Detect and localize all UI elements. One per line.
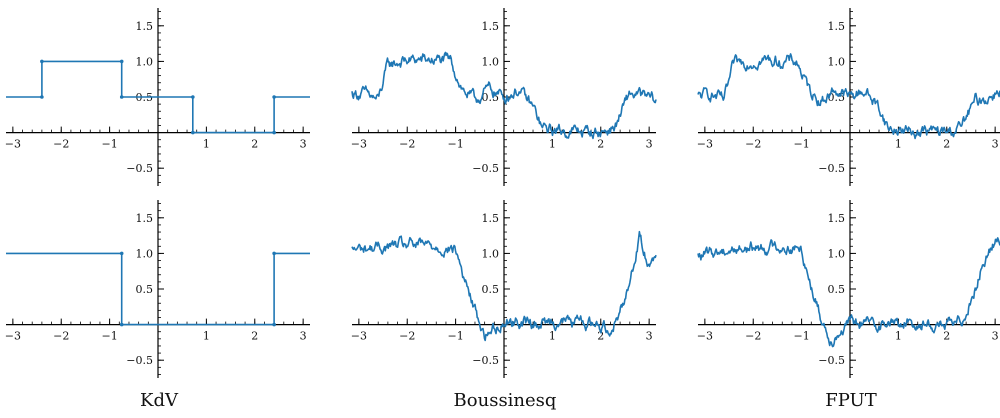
panel-1-0: −3 −2 −1 1 2 3 −0.5 0.5 1.0 1.5	[5, 200, 310, 378]
x-tick-label: −2	[745, 330, 761, 343]
x-tick-label: 3	[646, 138, 653, 151]
x-tick-label: 2	[597, 330, 604, 343]
x-tick-label: 1	[895, 330, 902, 343]
x-tick-label: 1	[549, 138, 556, 151]
y-tick-label: 1.5	[482, 212, 500, 225]
y-tick-label: 1.5	[828, 20, 846, 33]
x-tick-label: 3	[300, 138, 307, 151]
jump-marker	[191, 95, 195, 99]
y-tick-label: −0.5	[126, 162, 153, 175]
y-tick-label: 1.0	[136, 247, 154, 260]
x-tick-label: 1	[895, 138, 902, 151]
x-tick-label: −2	[399, 330, 415, 343]
column-title-boussinesq: Boussinesq	[454, 390, 557, 411]
y-tick-label: 1.0	[828, 55, 846, 68]
x-tick-label: −1	[794, 330, 810, 343]
x-tick-label: −2	[745, 138, 761, 151]
jump-marker	[191, 130, 195, 135]
y-tick-label: −0.5	[472, 162, 499, 175]
x-tick-label: −3	[697, 138, 713, 151]
y-tick-label: −0.5	[126, 354, 153, 367]
y-tick-label: −0.5	[818, 162, 845, 175]
x-tick-label: −2	[53, 138, 69, 151]
x-tick-label: −1	[794, 138, 810, 151]
x-tick-label: 2	[251, 330, 258, 343]
panel-1-2: −3 −2 −1 1 2 3 −0.5 0.5 1.0 1.5	[697, 200, 1000, 378]
column-title-kdv: KdV	[140, 390, 179, 411]
jump-marker	[272, 95, 276, 99]
jump-marker	[119, 251, 124, 256]
jump-marker	[272, 130, 276, 135]
jump-marker	[40, 59, 44, 64]
x-tick-label: −1	[102, 138, 118, 151]
panel-0-2: −3 −2 −1 1 2 3−0.50.51.01.5	[697, 8, 1000, 186]
y-tick-label: −0.5	[818, 354, 845, 367]
x-tick-label: 3	[992, 138, 999, 151]
panels-group: −3 −2 −1 1 2 3 −0.5 0.5 1.0 1.5 −3 −2 −1 1 2 3 −0.5 0.5 1.…	[5, 8, 1000, 378]
series-line	[6, 60, 310, 134]
x-tick-label: −2	[53, 330, 69, 343]
series-line	[6, 252, 310, 326]
x-tick-label: 3	[646, 330, 653, 343]
x-tick-label: 1	[203, 138, 210, 151]
jump-marker	[119, 95, 124, 99]
x-tick-label: −3	[351, 138, 367, 151]
series-line	[351, 51, 657, 140]
series-line	[697, 237, 1000, 348]
y-tick-label: 1.0	[828, 247, 846, 260]
y-tick-label: 1.0	[482, 55, 500, 68]
x-tick-label: −3	[697, 330, 713, 343]
y-tick-label: 1.0	[136, 55, 154, 68]
x-tick-label: −1	[102, 330, 118, 343]
jump-marker	[272, 251, 276, 256]
jump-marker	[119, 59, 124, 64]
y-tick-label: 1.5	[136, 212, 154, 225]
y-tick-label: 0.5	[828, 283, 846, 296]
y-tick-label: 0.5	[136, 283, 154, 296]
jump-marker	[119, 322, 124, 327]
x-tick-label: 2	[943, 138, 950, 151]
panel-0-1: −3 −2 −1 1 2 3−0.50.51.01.5	[351, 8, 657, 186]
x-tick-label: −1	[448, 330, 464, 343]
x-tick-label: 1	[549, 330, 556, 343]
series-line	[697, 53, 1000, 140]
jump-marker	[40, 95, 44, 99]
y-tick-label: 1.5	[136, 20, 154, 33]
series-line	[351, 230, 657, 342]
y-tick-label: 1.5	[482, 20, 500, 33]
y-tick-label: −0.5	[472, 354, 499, 367]
x-tick-label: 2	[943, 330, 950, 343]
y-tick-label: 0.5	[482, 283, 500, 296]
x-tick-label: −3	[5, 330, 21, 343]
panel-0-0: −3 −2 −1 1 2 3−0.50.51.01.5	[5, 8, 310, 186]
x-tick-label: 3	[992, 330, 999, 343]
x-tick-label: 2	[251, 138, 258, 151]
x-tick-label: −2	[399, 138, 415, 151]
column-title-fput: FPUT	[825, 390, 876, 411]
jump-marker	[272, 322, 276, 327]
x-tick-label: 3	[300, 330, 307, 343]
panel-1-1: −3 −2 −1 1 2 3 −0.5 0.5 1.0 1.5	[351, 200, 657, 378]
x-tick-label: 2	[597, 138, 604, 151]
y-tick-label: 1.0	[482, 247, 500, 260]
x-tick-label: −1	[448, 138, 464, 151]
x-tick-label: 1	[203, 330, 210, 343]
x-tick-label: −3	[351, 330, 367, 343]
y-tick-label: 1.5	[828, 212, 846, 225]
x-tick-label: −3	[5, 138, 21, 151]
